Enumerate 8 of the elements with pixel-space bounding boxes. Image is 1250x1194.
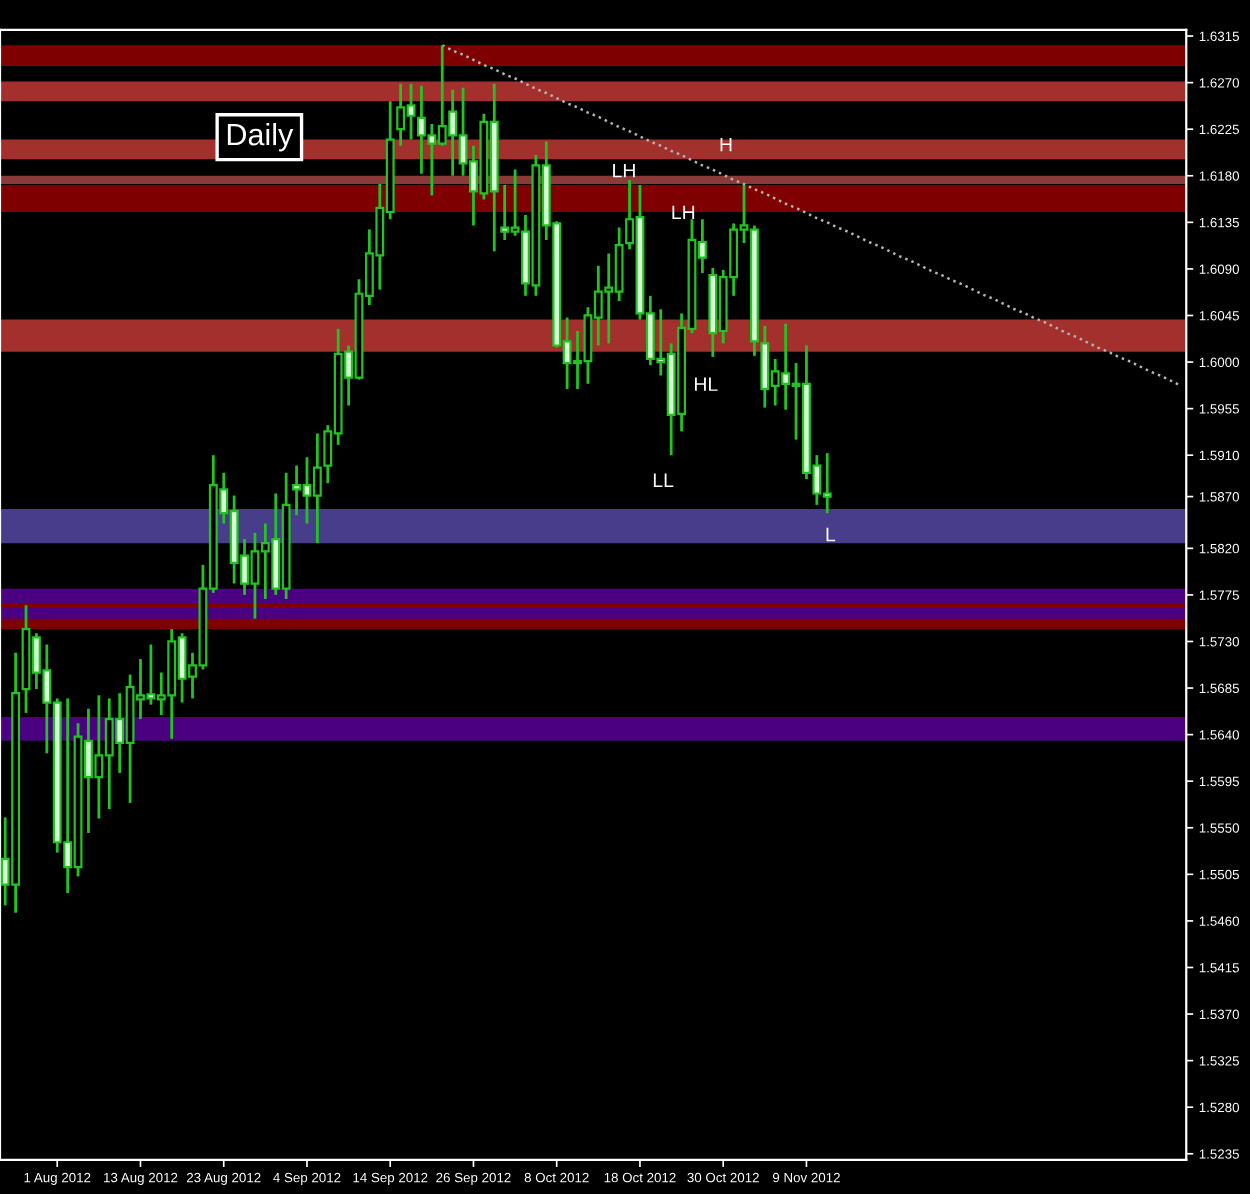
- annotation: HL: [694, 377, 718, 391]
- annotation: LL: [653, 473, 674, 487]
- line-series: [440, 44, 1183, 388]
- annotation: LH: [613, 163, 635, 178]
- annotation: H: [720, 137, 732, 152]
- annotation: L: [826, 527, 836, 542]
- annotation: LH: [672, 205, 695, 220]
- annotation: Daily: [227, 122, 294, 152]
